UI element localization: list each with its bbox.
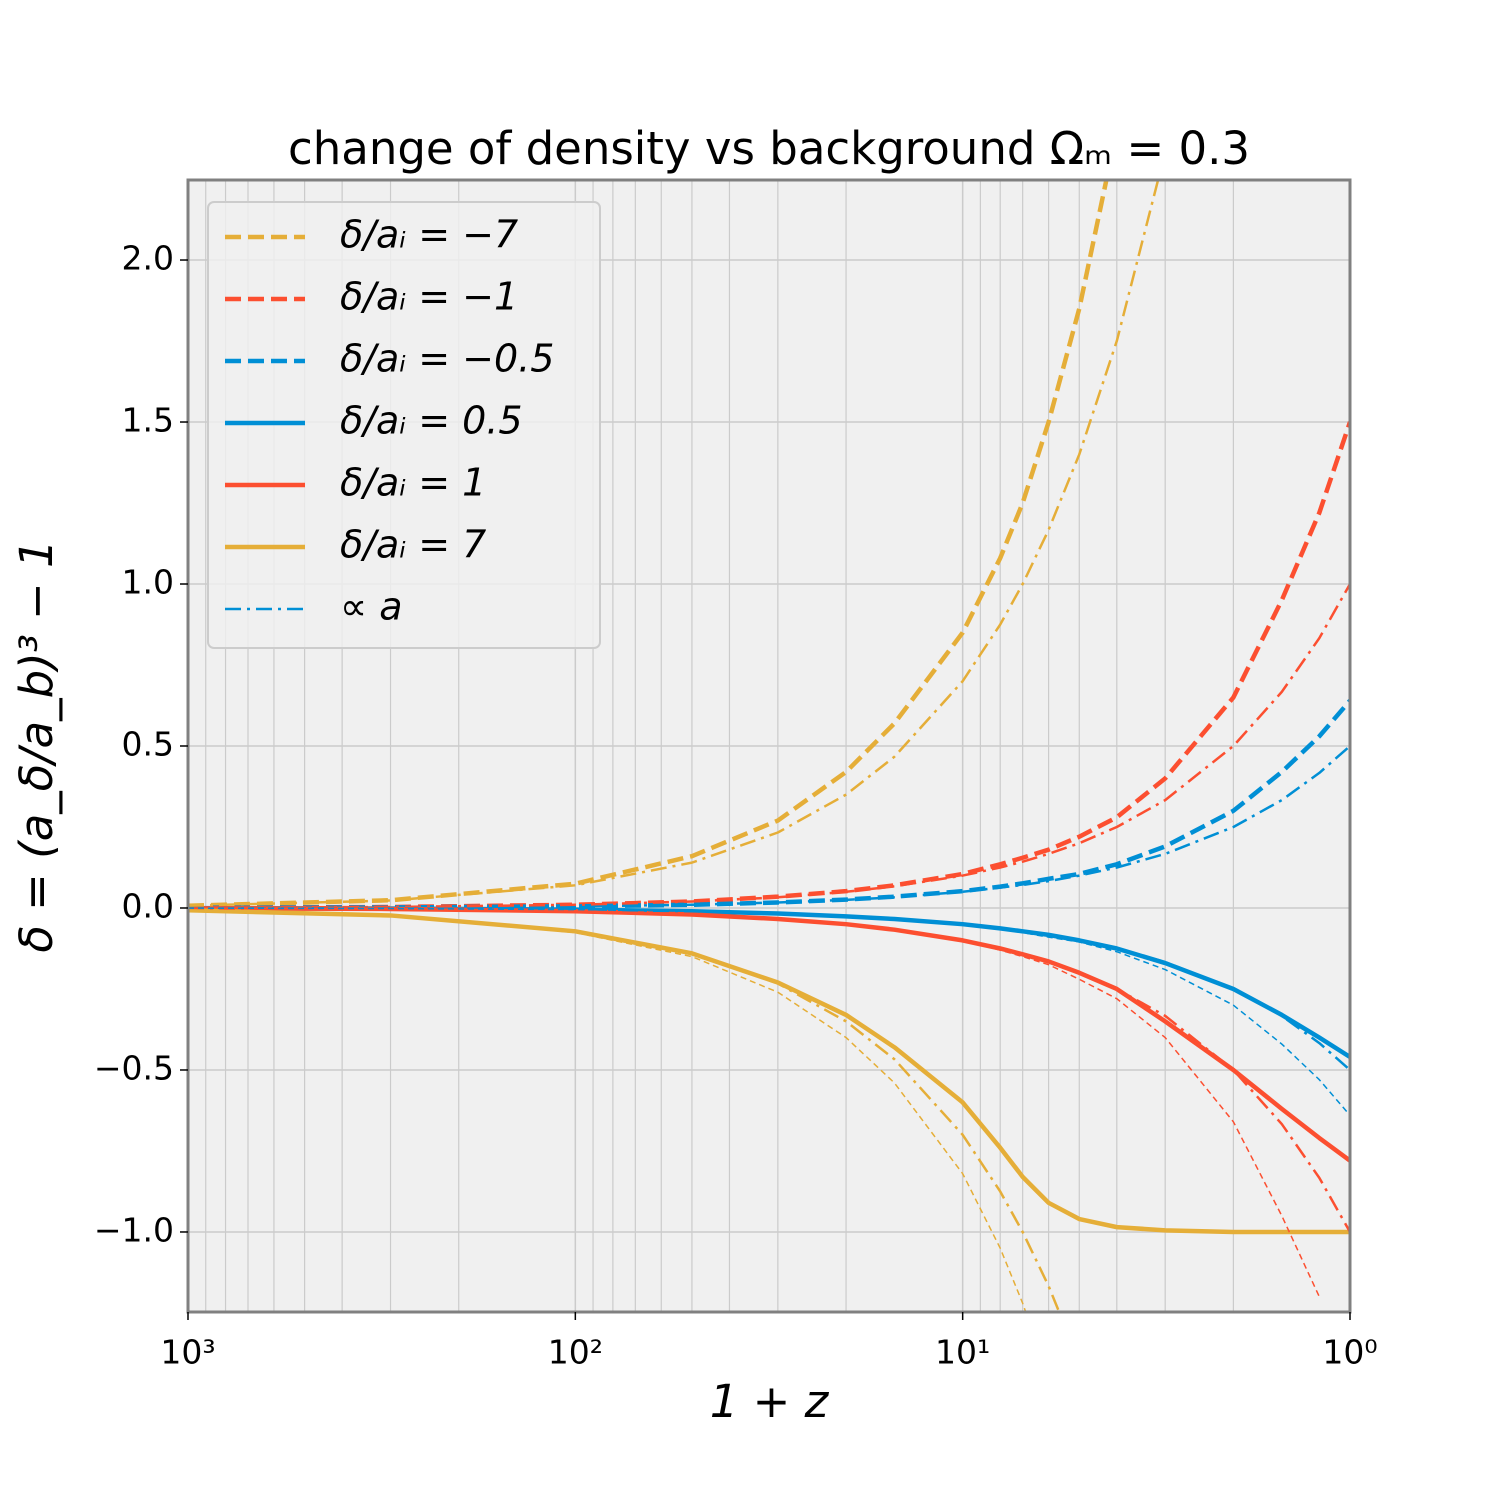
y-tick-label: −1.0	[94, 1210, 174, 1249]
series-line	[188, 421, 1350, 910]
x-tick-label: 10⁰	[1322, 1333, 1377, 1372]
y-tick-label: 2.0	[122, 239, 174, 278]
y-axis-label: δ = (a_δ/a_b)³ − 1	[10, 539, 63, 952]
legend-label: ∝ a	[340, 585, 403, 629]
y-tick-label: 0.0	[122, 886, 174, 925]
legend-label: δ/aᵢ = −0.5	[340, 337, 554, 381]
y-tick-label: 1.0	[122, 563, 174, 602]
series-line	[188, 909, 1061, 1312]
x-tick-label: 10³	[160, 1333, 215, 1372]
series-line	[188, 907, 1321, 1298]
legend: δ/aᵢ = −7 δ/aᵢ = −1 δ/aᵢ = −0.5 δ/aᵢ = 0.5 δ…	[207, 201, 601, 649]
series-line	[188, 907, 1350, 1116]
legend-label: δ/aᵢ = 0.5	[340, 399, 523, 443]
series-line	[188, 909, 1027, 1312]
x-tick-label: 10²	[548, 1333, 603, 1372]
legend-label: δ/aᵢ = 1	[340, 461, 486, 505]
grid	[187, 180, 1351, 1312]
series-line	[188, 745, 1350, 910]
y-tick-label: −0.5	[94, 1048, 174, 1087]
series-line	[188, 906, 1350, 1071]
lines	[188, 180, 1350, 1312]
legend-label: δ/aᵢ = −1	[340, 275, 518, 319]
series-line	[188, 699, 1350, 911]
x-tick-label: 10¹	[935, 1333, 990, 1372]
series-line	[188, 180, 1160, 907]
y-tick-label: 0.5	[122, 725, 174, 764]
chart-title: change of density vs background Ωₘ = 0.3	[288, 122, 1250, 175]
series-line	[188, 180, 1109, 908]
legend-label: δ/aᵢ = −7	[340, 213, 518, 257]
legend-box	[207, 201, 601, 649]
legend-label: δ/aᵢ = 7	[340, 523, 486, 567]
y-tick-label: 1.5	[122, 401, 174, 440]
series-line	[188, 907, 1350, 1233]
ticks: 10³ 10² 10¹ 10⁰ −1.0 −0.5 0.0 0.5 1.0 1.5 2.0	[94, 239, 1378, 1372]
series-line	[188, 583, 1350, 909]
x-axis-label: 1 + z	[710, 1375, 830, 1428]
